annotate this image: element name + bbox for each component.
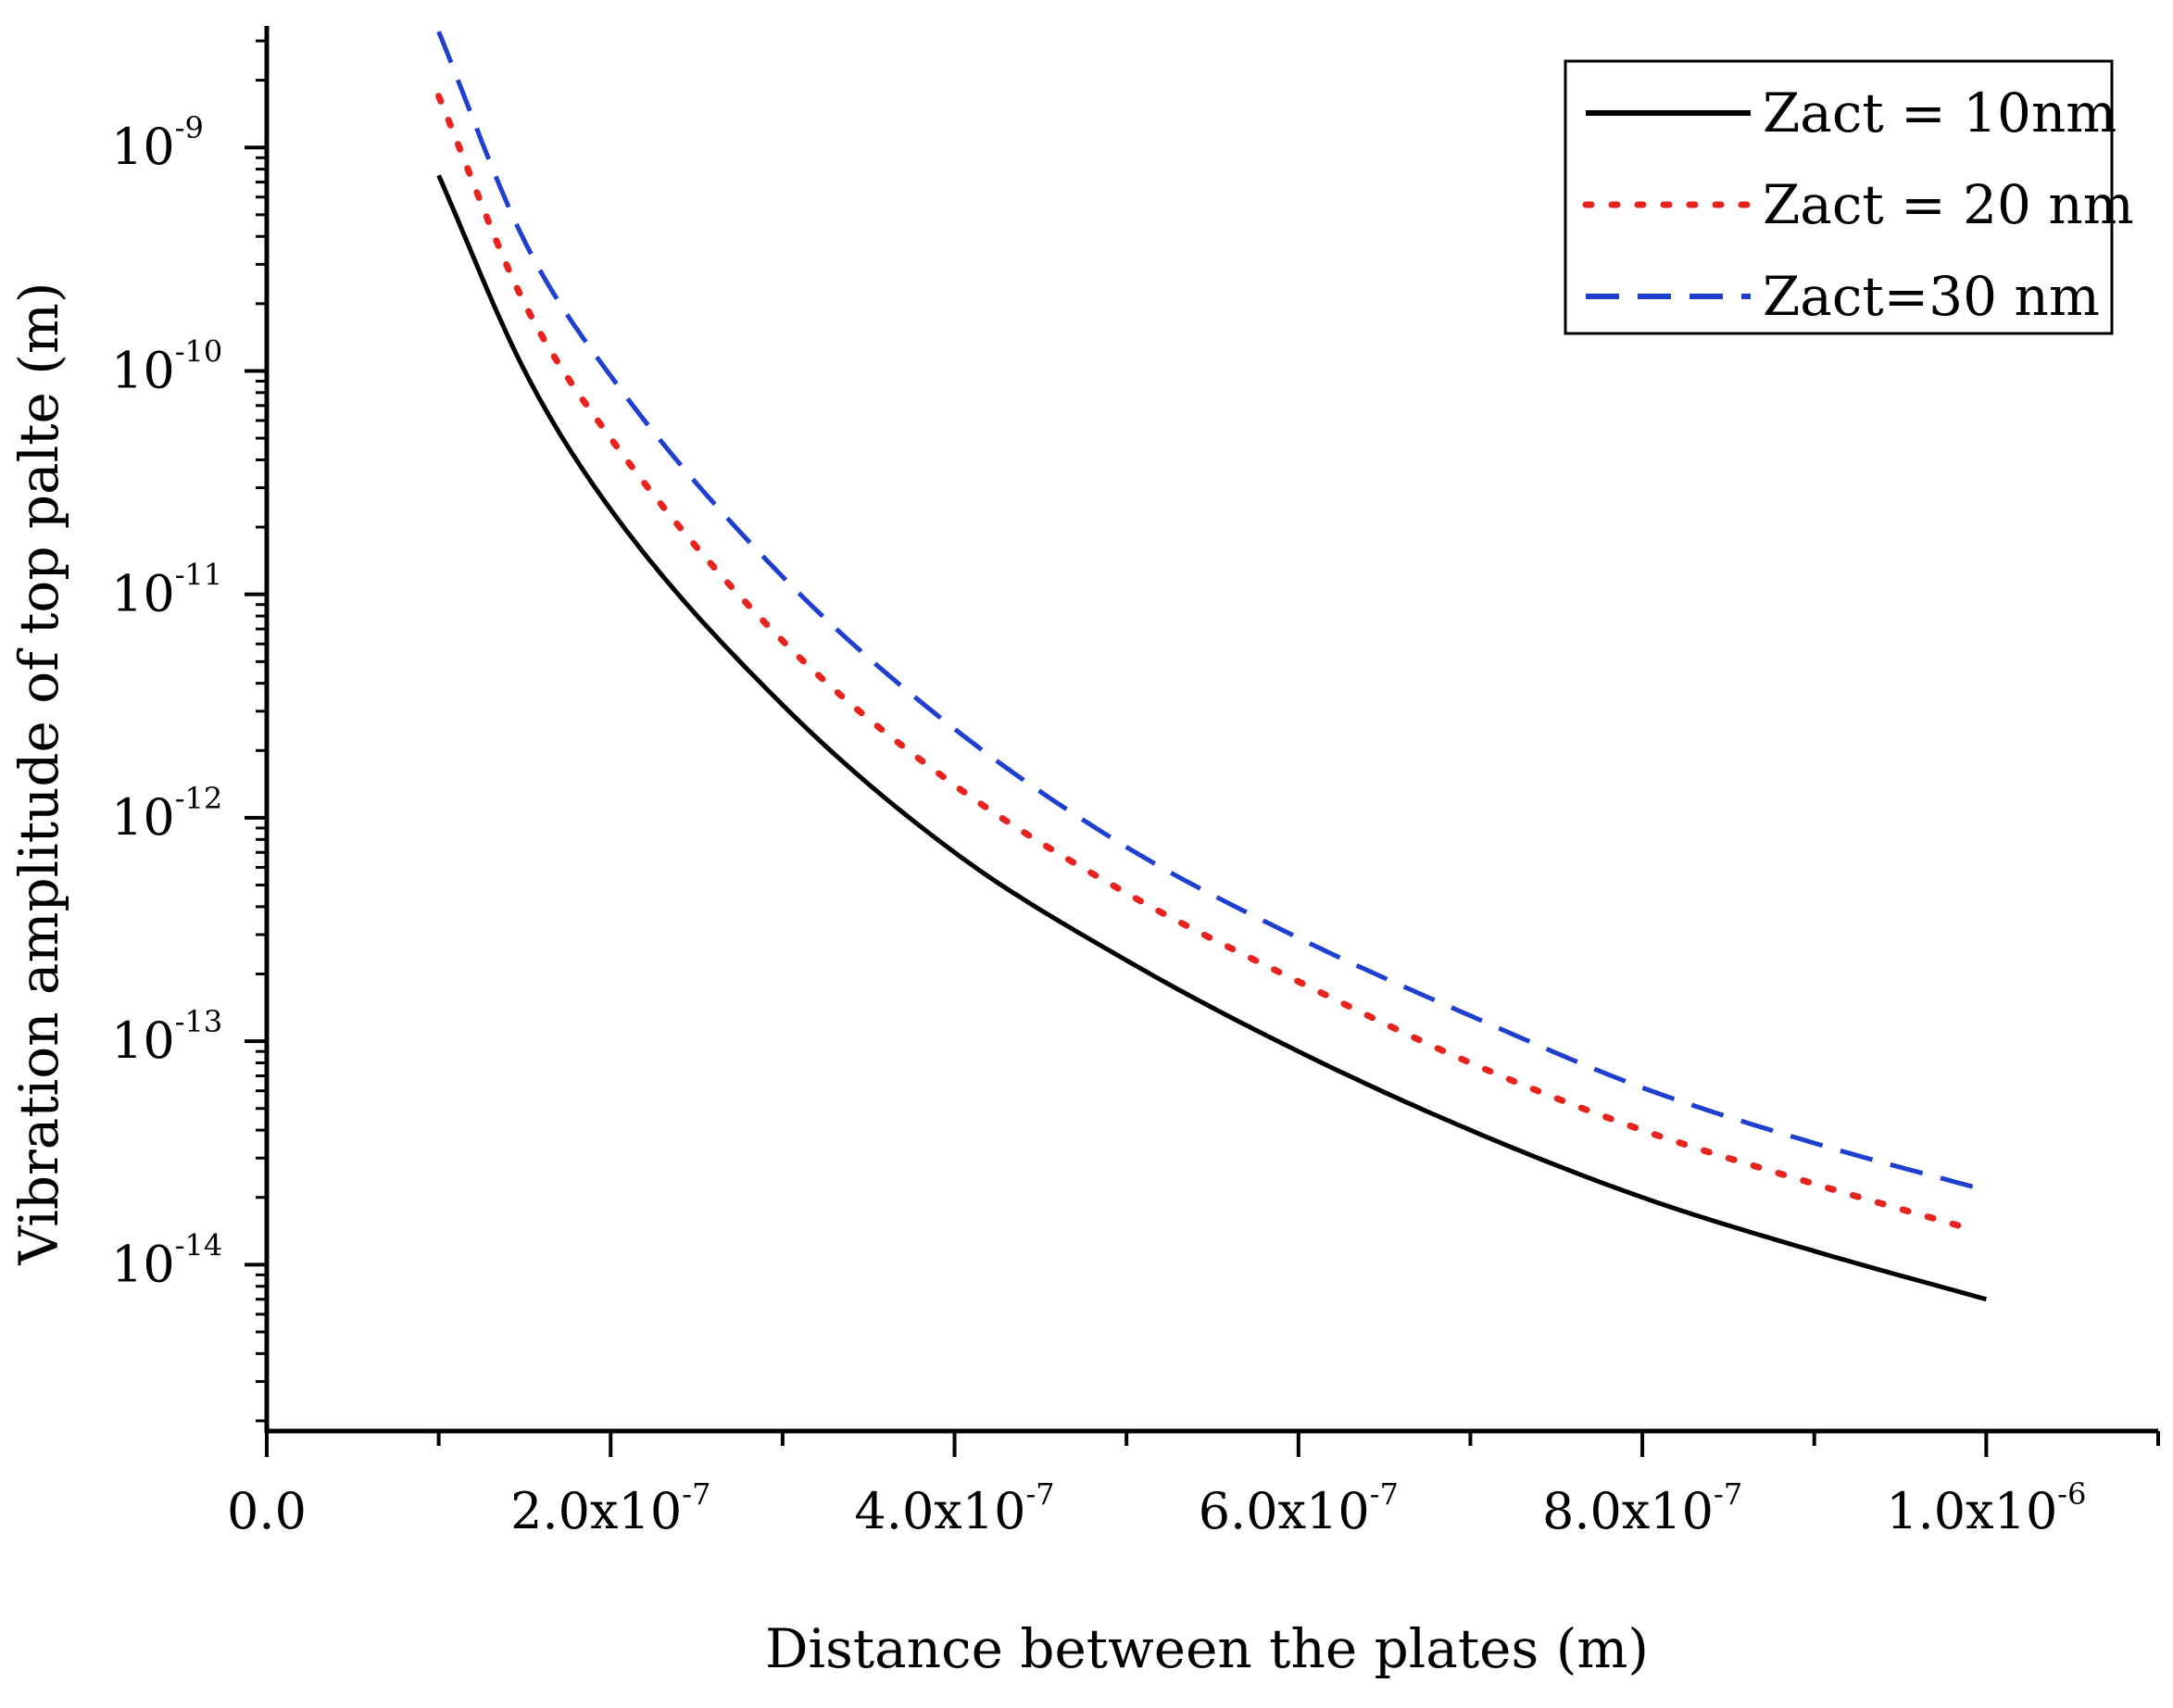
legend-label-1: Zact = 10nm <box>1763 82 2116 144</box>
y-tick-label: 10-9 <box>111 110 204 176</box>
tick-labels: 0.0 2.0x10-7 4.0x10-7 6.0x10-7 8.0x10-7 1.0x1… <box>111 110 2086 1540</box>
y-tick-label: 10-13 <box>111 1004 222 1070</box>
legend-label-2: Zact = 20 nm <box>1763 173 2134 236</box>
x-tick-label: 1.0x10-6 <box>1886 1476 2086 1540</box>
x-tick-label: 0.0 <box>227 1482 307 1540</box>
x-tick-label: 2.0x10-7 <box>510 1476 710 1540</box>
legend-label-3: Zact=30 nm <box>1763 265 2100 328</box>
series-layer <box>435 31 1988 1302</box>
legend: Zact = 10nm Zact = 20 nm Zact=30 nm <box>1564 59 2134 335</box>
series-line-1 <box>436 174 1988 1302</box>
y-tick-label: 10-10 <box>111 333 222 399</box>
y-tick-label: 10-11 <box>111 558 222 623</box>
series-line-3 <box>436 31 1988 1193</box>
y-tick-label: 10-12 <box>111 781 222 847</box>
legend-box <box>1564 59 2114 335</box>
x-axis-title: Distance between the plates (m) <box>765 1617 1649 1680</box>
y-axis-title: Vibration amplitude of top palte (m) <box>7 283 70 1266</box>
x-tick-label: 8.0x10-7 <box>1542 1476 1742 1540</box>
x-tick-label: 4.0x10-7 <box>854 1476 1054 1540</box>
axes <box>245 26 2160 1457</box>
x-tick-label: 6.0x10-7 <box>1199 1476 1399 1540</box>
y-tick-label: 10-14 <box>111 1227 222 1293</box>
series-line-2 <box>435 93 1973 1232</box>
